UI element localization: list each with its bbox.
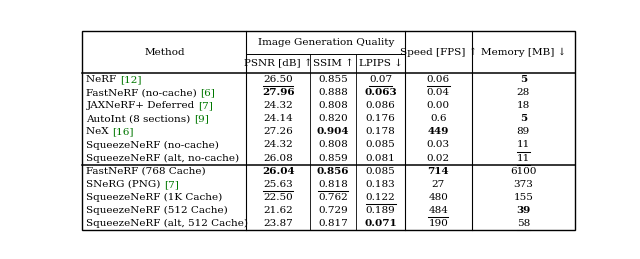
Text: SqueezeNeRF (no-cache): SqueezeNeRF (no-cache) [86, 140, 220, 149]
Text: [7]: [7] [198, 101, 213, 110]
Text: 0.183: 0.183 [366, 180, 396, 189]
Text: 0.855: 0.855 [318, 75, 348, 84]
Text: SNeRG (PNG): SNeRG (PNG) [86, 180, 164, 189]
Text: 27.26: 27.26 [264, 127, 293, 136]
Text: 28: 28 [516, 88, 530, 97]
Text: 449: 449 [428, 127, 449, 136]
Text: 25.63: 25.63 [264, 180, 293, 189]
Text: 0.06: 0.06 [427, 75, 450, 84]
Text: 0.07: 0.07 [369, 75, 392, 84]
Text: 0.00: 0.00 [427, 101, 450, 110]
Text: 89: 89 [516, 127, 530, 136]
Text: 0.122: 0.122 [366, 193, 396, 202]
Text: 714: 714 [428, 167, 449, 176]
Text: [12]: [12] [120, 75, 141, 84]
Text: 0.6: 0.6 [430, 114, 447, 123]
Text: 0.02: 0.02 [427, 154, 450, 163]
Text: 0.086: 0.086 [366, 101, 396, 110]
Text: 24.32: 24.32 [264, 140, 293, 149]
Text: SqueezeNeRF (512 Cache): SqueezeNeRF (512 Cache) [86, 206, 228, 215]
Text: SqueezeNeRF (alt, 512 Cache): SqueezeNeRF (alt, 512 Cache) [86, 219, 248, 228]
Text: [9]: [9] [194, 114, 209, 123]
Text: [6]: [6] [200, 88, 215, 97]
Text: AutoInt (8 sections): AutoInt (8 sections) [86, 114, 194, 123]
Text: 26.50: 26.50 [264, 75, 293, 84]
Text: 24.32: 24.32 [264, 101, 293, 110]
Text: 0.820: 0.820 [318, 114, 348, 123]
Text: 39: 39 [516, 206, 531, 215]
Text: 11: 11 [516, 140, 530, 149]
Text: 0.859: 0.859 [318, 154, 348, 163]
Text: 0.808: 0.808 [318, 101, 348, 110]
Text: 11: 11 [516, 154, 530, 163]
Text: NeX: NeX [86, 127, 113, 136]
Text: SSIM ↑: SSIM ↑ [313, 59, 354, 68]
Text: 0.818: 0.818 [318, 180, 348, 189]
Text: FastNeRF (no-cache): FastNeRF (no-cache) [86, 88, 200, 97]
Text: SqueezeNeRF (alt, no-cache): SqueezeNeRF (alt, no-cache) [86, 154, 239, 163]
Text: 22.50: 22.50 [264, 193, 293, 202]
Text: 0.04: 0.04 [427, 88, 450, 97]
Text: Memory [MB] ↓: Memory [MB] ↓ [481, 48, 566, 57]
Text: Image Generation Quality: Image Generation Quality [258, 38, 394, 47]
Text: 0.081: 0.081 [366, 154, 396, 163]
Text: 190: 190 [428, 219, 448, 228]
Text: Method: Method [144, 48, 185, 57]
Text: 5: 5 [520, 75, 527, 84]
Text: SqueezeNeRF (1K Cache): SqueezeNeRF (1K Cache) [86, 193, 223, 202]
Text: 484: 484 [428, 206, 448, 215]
Text: 26.04: 26.04 [262, 167, 294, 176]
Text: 27.96: 27.96 [262, 88, 294, 97]
Text: 18: 18 [516, 101, 530, 110]
Text: 6100: 6100 [510, 167, 536, 176]
Text: 480: 480 [428, 193, 448, 202]
Text: 0.178: 0.178 [366, 127, 396, 136]
Text: 5: 5 [520, 114, 527, 123]
Text: 23.87: 23.87 [264, 219, 293, 228]
Text: LPIPS ↓: LPIPS ↓ [359, 59, 403, 68]
Text: PSNR [dB] ↑: PSNR [dB] ↑ [244, 59, 312, 68]
Text: 0.176: 0.176 [366, 114, 396, 123]
Text: 0.03: 0.03 [427, 140, 450, 149]
Text: 0.856: 0.856 [317, 167, 349, 176]
Text: 58: 58 [516, 219, 530, 228]
Text: 0.762: 0.762 [318, 193, 348, 202]
Text: 0.071: 0.071 [364, 219, 397, 228]
Text: [16]: [16] [113, 127, 134, 136]
Text: 26.08: 26.08 [264, 154, 293, 163]
Text: 21.62: 21.62 [264, 206, 293, 215]
Text: 0.085: 0.085 [366, 140, 396, 149]
Text: 373: 373 [513, 180, 533, 189]
Text: 0.888: 0.888 [318, 88, 348, 97]
Text: Speed [FPS] ↑: Speed [FPS] ↑ [399, 47, 477, 57]
Text: 0.817: 0.817 [318, 219, 348, 228]
Text: 0.729: 0.729 [318, 206, 348, 215]
Text: JAXNeRF+ Deferred: JAXNeRF+ Deferred [86, 101, 198, 110]
Text: 24.14: 24.14 [264, 114, 293, 123]
Text: 0.808: 0.808 [318, 140, 348, 149]
Text: 155: 155 [513, 193, 533, 202]
Text: 0.904: 0.904 [317, 127, 349, 136]
Text: NeRF: NeRF [86, 75, 120, 84]
Text: 0.063: 0.063 [364, 88, 397, 97]
Text: [7]: [7] [164, 180, 179, 189]
Text: 0.189: 0.189 [366, 206, 396, 215]
Text: 27: 27 [432, 180, 445, 189]
Text: 0.085: 0.085 [366, 167, 396, 176]
Text: FastNeRF (768 Cache): FastNeRF (768 Cache) [86, 167, 206, 176]
